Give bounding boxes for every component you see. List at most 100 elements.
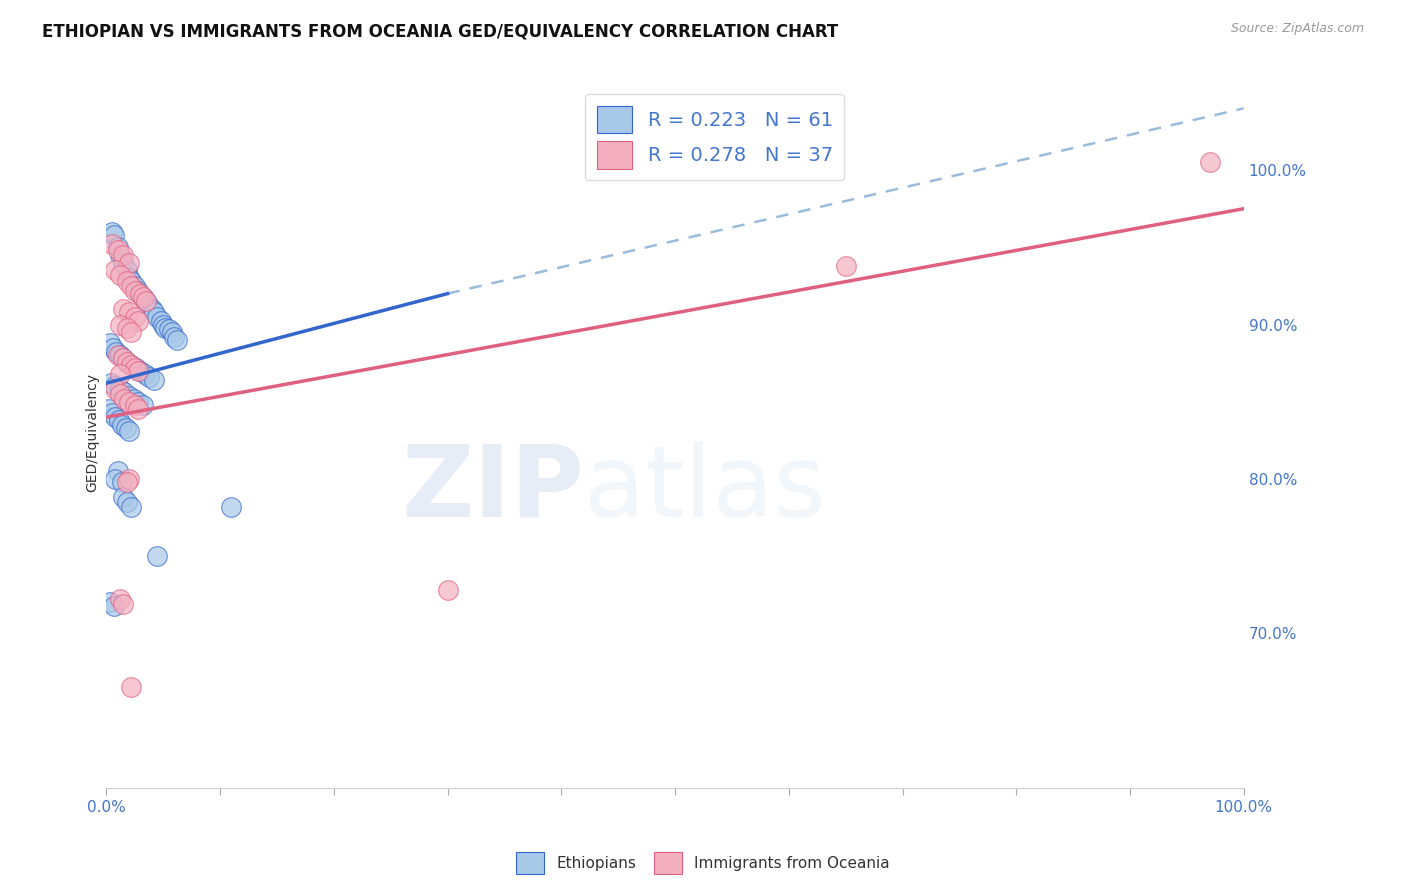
Point [120, 500, 142, 514]
Point [135, 294, 157, 309]
Point [114, 421, 136, 435]
Point [118, 424, 141, 438]
Point [104, 410, 127, 425]
Point [107, 464, 129, 478]
Point [107, 240, 129, 254]
Point [146, 310, 169, 324]
Point [112, 597, 135, 611]
Point [163, 330, 186, 344]
Point [124, 284, 146, 298]
Point [157, 322, 180, 336]
Point [127, 402, 149, 417]
Point [127, 314, 149, 328]
Point [108, 367, 131, 381]
Text: ETHIOPIAN VS IMMIGRANTS FROM OCEANIA GED/EQUIVALENCY CORRELATION CHART: ETHIOPIAN VS IMMIGRANTS FROM OCEANIA GED… [42, 22, 838, 40]
Point [101, 405, 124, 419]
Point [134, 367, 156, 381]
Point [115, 274, 138, 288]
Point [131, 290, 153, 304]
Point [166, 333, 188, 347]
Point [97, 402, 120, 417]
Point [98, 595, 121, 609]
Point [112, 351, 135, 366]
Point [146, 549, 169, 563]
Point [98, 336, 121, 351]
Point [108, 383, 131, 397]
Point [155, 320, 177, 334]
Point [149, 314, 172, 328]
Point [127, 284, 149, 298]
Point [120, 279, 142, 293]
Text: atlas: atlas [583, 441, 825, 538]
Point [141, 301, 163, 316]
Point [108, 268, 131, 282]
Point [127, 364, 149, 378]
Point [124, 279, 146, 293]
Point [118, 271, 141, 285]
Point [107, 244, 129, 258]
Point [143, 305, 166, 319]
Point [112, 256, 135, 270]
Point [108, 318, 131, 332]
Point [107, 348, 129, 362]
Point [104, 379, 127, 393]
Point [104, 263, 127, 277]
Point [104, 383, 127, 397]
Point [115, 263, 138, 277]
Point [125, 360, 148, 375]
Point [115, 320, 138, 334]
Point [104, 472, 127, 486]
Point [118, 388, 141, 402]
Point [107, 413, 129, 427]
Point [118, 394, 141, 409]
Point [118, 472, 141, 486]
Point [101, 237, 124, 252]
Point [101, 225, 124, 239]
Point [118, 305, 141, 319]
Point [120, 325, 142, 339]
Point [120, 358, 142, 372]
Point [120, 274, 142, 288]
Point [436, 583, 458, 598]
Point [103, 227, 125, 242]
Point [118, 256, 141, 270]
Point [115, 354, 138, 368]
Point [221, 500, 243, 514]
Text: ZIP: ZIP [401, 441, 583, 538]
Point [111, 417, 134, 432]
Point [124, 398, 146, 412]
Point [112, 491, 135, 505]
Point [129, 286, 152, 301]
Point [115, 495, 138, 509]
Point [129, 286, 152, 301]
Legend: Ethiopians, Immigrants from Oceania: Ethiopians, Immigrants from Oceania [510, 846, 896, 880]
Point [1198, 155, 1220, 169]
Point [124, 360, 146, 375]
Point [127, 394, 149, 409]
Point [105, 345, 128, 359]
Point [108, 592, 131, 607]
Point [115, 354, 138, 368]
Point [100, 376, 122, 391]
Point [160, 325, 183, 339]
Point [120, 681, 142, 695]
Point [138, 370, 160, 384]
Point [122, 392, 145, 406]
Point [143, 373, 166, 387]
Text: Source: ZipAtlas.com: Source: ZipAtlas.com [1230, 22, 1364, 36]
Point [111, 475, 134, 489]
Point [108, 248, 131, 262]
Point [114, 385, 136, 400]
Point [108, 387, 131, 401]
Point [112, 248, 135, 262]
Point [103, 599, 125, 613]
Point [101, 341, 124, 355]
Point [131, 398, 153, 412]
Point [108, 348, 131, 362]
Point [112, 351, 135, 366]
Point [114, 392, 136, 406]
Point [131, 290, 153, 304]
Point [124, 310, 146, 324]
Point [834, 259, 856, 273]
Point [152, 318, 174, 332]
